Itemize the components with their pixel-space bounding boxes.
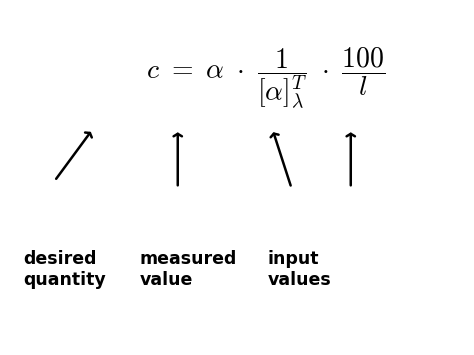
Text: input
values: input values	[268, 250, 331, 289]
Text: desired
quantity: desired quantity	[24, 250, 107, 289]
Text: $c \ = \ \alpha \ \cdot \ \dfrac{1}{[\alpha]^{T}_{\lambda}} \ \cdot \ \dfrac{100: $c \ = \ \alpha \ \cdot \ \dfrac{1}{[\al…	[146, 45, 385, 111]
Text: measured
value: measured value	[140, 250, 237, 289]
